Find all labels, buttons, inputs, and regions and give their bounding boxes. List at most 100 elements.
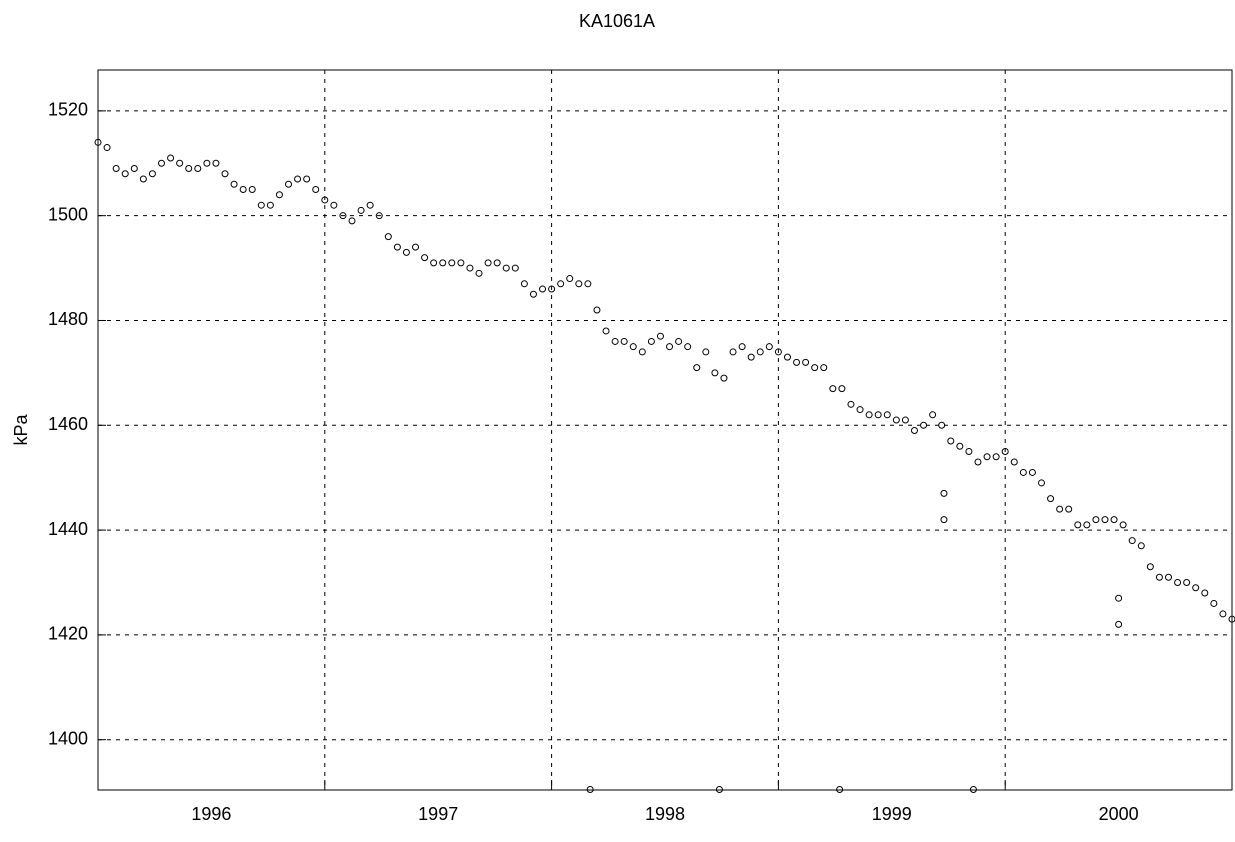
point [675, 337, 683, 345]
point [586, 785, 594, 793]
point [575, 280, 583, 288]
point [802, 358, 810, 366]
point [439, 259, 447, 267]
point [947, 437, 955, 445]
point [185, 165, 193, 173]
point [248, 185, 256, 193]
point [1128, 537, 1136, 545]
point [1037, 479, 1045, 487]
x-tick-label: 1997 [418, 804, 458, 824]
point [1101, 516, 1109, 524]
point [303, 175, 311, 183]
point [1028, 468, 1036, 476]
point [765, 343, 773, 351]
point [793, 358, 801, 366]
point [901, 416, 909, 424]
point [629, 343, 637, 351]
point [158, 159, 166, 167]
x-tick-label: 1999 [872, 804, 912, 824]
point [448, 259, 456, 267]
y-tick-label: 1480 [48, 309, 88, 329]
point [230, 180, 238, 188]
point [384, 233, 392, 241]
point [366, 201, 374, 209]
point [783, 353, 791, 361]
point [811, 364, 819, 372]
point [940, 489, 948, 497]
point [130, 165, 138, 173]
point [294, 175, 302, 183]
point [1083, 521, 1091, 529]
point [1164, 573, 1172, 581]
point [738, 343, 746, 351]
point [666, 343, 674, 351]
point [539, 285, 547, 293]
point [1146, 563, 1154, 571]
point [1065, 505, 1073, 513]
point [956, 442, 964, 450]
point [1074, 521, 1082, 529]
point [1010, 458, 1018, 466]
point [275, 191, 283, 199]
point [239, 185, 247, 193]
point [638, 348, 646, 356]
point [1228, 615, 1235, 623]
point [312, 185, 320, 193]
x-tick-label: 2000 [1099, 804, 1139, 824]
point [330, 201, 338, 209]
point [148, 170, 156, 178]
point [992, 453, 1000, 461]
point [1019, 468, 1027, 476]
point [684, 343, 692, 351]
point [375, 212, 383, 220]
point [720, 374, 728, 382]
point [874, 411, 882, 419]
point [466, 264, 474, 272]
point [502, 264, 510, 272]
point [285, 180, 293, 188]
point [1155, 573, 1163, 581]
point [212, 159, 220, 167]
point [847, 400, 855, 408]
point [1119, 521, 1127, 529]
point [747, 353, 755, 361]
point [974, 458, 982, 466]
point [1137, 542, 1145, 550]
point [929, 411, 937, 419]
point [112, 165, 120, 173]
point [838, 385, 846, 393]
point [520, 280, 528, 288]
x-tick-label: 1996 [191, 804, 231, 824]
point [475, 269, 483, 277]
point [865, 411, 873, 419]
y-axis-label: kPa [11, 414, 31, 446]
y-tick-label: 1400 [48, 728, 88, 748]
point [1219, 610, 1227, 618]
point [484, 259, 492, 267]
point [548, 285, 556, 293]
point [121, 170, 129, 178]
point [620, 337, 628, 345]
point [103, 144, 111, 152]
point [693, 364, 701, 372]
point [729, 348, 737, 356]
point [856, 406, 864, 414]
point [1047, 495, 1055, 503]
y-tick-label: 1520 [48, 100, 88, 120]
point [820, 364, 828, 372]
point [1183, 578, 1191, 586]
point [702, 348, 710, 356]
point [430, 259, 438, 267]
point [557, 280, 565, 288]
point [883, 411, 891, 419]
point [266, 201, 274, 209]
point [892, 416, 900, 424]
point [203, 159, 211, 167]
point [167, 154, 175, 162]
point [602, 327, 610, 335]
point [194, 165, 202, 173]
point [1192, 584, 1200, 592]
point [529, 290, 537, 298]
point [412, 243, 420, 251]
